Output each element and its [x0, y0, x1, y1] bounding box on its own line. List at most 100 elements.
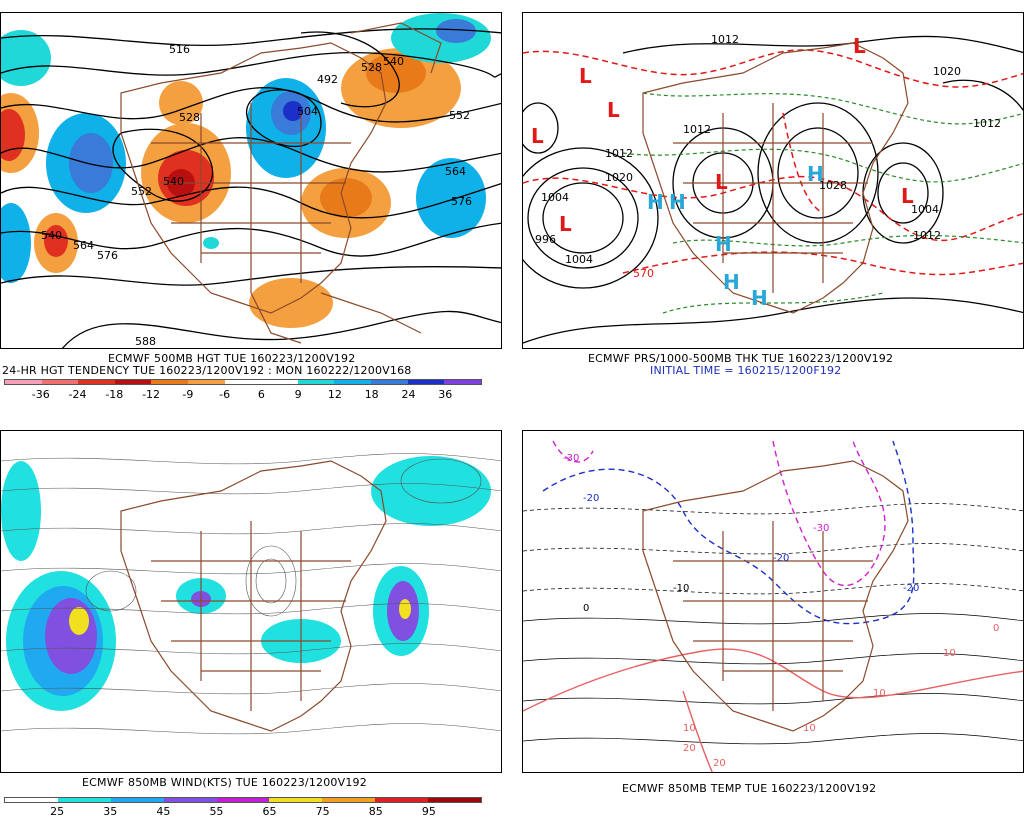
scale-tick-label: 36 — [438, 388, 453, 401]
temp-label: -10 — [673, 583, 689, 594]
scale-swatch — [261, 380, 298, 384]
scale-tick-label: -9 — [182, 388, 194, 401]
height-contours — [1, 28, 501, 348]
isobar-label: 1028 — [819, 179, 847, 192]
temp-label: -20 — [903, 583, 919, 594]
scale-tick-label: 85 — [368, 805, 383, 818]
low-center: L — [715, 170, 728, 194]
scale-swatch — [375, 798, 429, 802]
scale-tick-label: 75 — [315, 805, 330, 818]
temp-label: -20 — [773, 553, 789, 564]
thickness-label: 570 — [633, 267, 654, 280]
scale-tick-label: 6 — [257, 388, 265, 401]
temp-label: 10 — [803, 723, 816, 734]
scale-tick-label: 9 — [294, 388, 302, 401]
high-center: H — [807, 162, 824, 186]
high-center: H — [669, 190, 686, 214]
scale-tick-labels-wind: 25 35 45 55 65 75 85 95 — [4, 805, 482, 819]
cold-isotherm — [542, 440, 915, 625]
temp-label: 10 — [683, 723, 696, 734]
isobar-label: 1004 — [565, 253, 593, 266]
temp-label: 20 — [683, 743, 696, 754]
isobars — [523, 35, 1023, 344]
very-cold-isotherm — [552, 440, 886, 587]
isobar-label: 1004 — [911, 203, 939, 216]
scale-tick-label: 25 — [50, 805, 65, 818]
isobar-label: 1012 — [711, 33, 739, 46]
scale-tick-label: 55 — [209, 805, 224, 818]
low-pressure-icon: L L L L L L L — [531, 34, 914, 236]
temp-label: 0 — [583, 603, 589, 614]
scale-tick-label: 65 — [262, 805, 277, 818]
contour-label: 540 — [41, 229, 62, 242]
map-500mb: 516 492 528 540 552 504 528 540 552 564 … — [0, 12, 502, 349]
temp-label: 10 — [873, 688, 886, 699]
contour-label: 528 — [179, 111, 200, 124]
scale-tick-label: -12 — [142, 388, 161, 401]
caption-500mb-tendency: 24-HR HGT TENDENCY TUE 160223/1200V192 :… — [2, 364, 412, 377]
temp-labels: -30 -20 -30 -20 -10 -20 0 10 20 10 10 0 … — [563, 453, 999, 769]
contour-label: 552 — [131, 185, 152, 198]
map-pressure-thickness: 1012 1012 1020 1004 996 1004 1012 1028 1… — [522, 12, 1024, 349]
map-temp-svg: -30 -20 -30 -20 -10 -20 0 10 20 10 10 0 … — [523, 440, 1023, 772]
isobar-label: 1004 — [541, 191, 569, 204]
pressure-labels: 1012 1012 1020 1004 996 1004 1012 1028 1… — [535, 33, 1001, 280]
panel-500mb-height: 516 492 528 540 552 504 528 540 552 564 … — [0, 0, 502, 404]
scale-swatch — [216, 798, 270, 802]
low-center: L — [531, 124, 544, 148]
contour-label: 492 — [317, 73, 338, 86]
temp-label: 10 — [943, 648, 956, 659]
isobar-label: 1012 — [913, 229, 941, 242]
panel-pressure-thickness: 1012 1012 1020 1004 996 1004 1012 1028 1… — [522, 0, 1024, 404]
scale-swatch — [78, 380, 115, 384]
scale-swatch — [297, 380, 335, 384]
high-center: H — [751, 286, 768, 310]
caption-850mb-wind: ECMWF 850MB WIND(KTS) TUE 160223/1200V19… — [82, 776, 367, 789]
scale-swatch — [163, 798, 217, 802]
high-pressure-icon: H H H H H H — [647, 162, 824, 310]
contour-label: 564 — [73, 239, 94, 252]
scale-tick-labels-tendency: -36 -24 -18 -12 -9 -6 6 9 12 18 24 36 — [4, 388, 482, 402]
scale-swatch — [151, 380, 189, 384]
thickness-lines — [523, 49, 1023, 276]
map-850mb-wind — [0, 430, 502, 773]
low-center: L — [853, 34, 866, 58]
high-center: H — [723, 270, 740, 294]
temp-label: -30 — [563, 453, 579, 464]
contour-label: 540 — [163, 175, 184, 188]
streamlines — [1, 453, 501, 735]
isobar-label: 1020 — [933, 65, 961, 78]
contour-label: 540 — [383, 55, 404, 68]
map-500mb-svg: 516 492 528 540 552 504 528 540 552 564 … — [1, 13, 501, 348]
isobar-label: 1012 — [605, 147, 633, 160]
scale-tick-label: 95 — [421, 805, 436, 818]
scale-tick-label: 12 — [327, 388, 342, 401]
scale-swatch — [5, 380, 42, 384]
scale-swatch — [114, 380, 152, 384]
scale-swatch — [188, 380, 225, 384]
map-wind-svg — [1, 453, 501, 735]
scale-tick-label: -36 — [31, 388, 50, 401]
contour-label: 552 — [449, 109, 470, 122]
map-outline-icon — [642, 460, 909, 732]
scale-tick-label: 24 — [401, 388, 416, 401]
caption-850mb-temp: ECMWF 850MB TEMP TUE 160223/1200V192 — [622, 782, 877, 795]
temp-label: -30 — [813, 523, 829, 534]
temp-label: 0 — [993, 623, 999, 634]
low-center: L — [901, 184, 914, 208]
scale-tick-label: 45 — [156, 805, 171, 818]
high-center: H — [715, 232, 732, 256]
map-850mb-temp: -30 -20 -30 -20 -10 -20 0 10 20 10 10 0 … — [522, 430, 1024, 773]
scale-swatch — [224, 380, 262, 384]
low-center: L — [559, 212, 572, 236]
temp-contours — [523, 503, 1023, 745]
color-scale-tendency — [4, 379, 482, 385]
contour-label: 504 — [297, 105, 318, 118]
scale-swatch — [110, 798, 164, 802]
isobar-label: 1020 — [605, 171, 633, 184]
scale-swatch — [57, 798, 111, 802]
contour-label: 564 — [445, 165, 466, 178]
high-center: H — [647, 190, 664, 214]
wind-speed-shading — [1, 456, 491, 711]
warm-isotherm — [523, 648, 1023, 772]
